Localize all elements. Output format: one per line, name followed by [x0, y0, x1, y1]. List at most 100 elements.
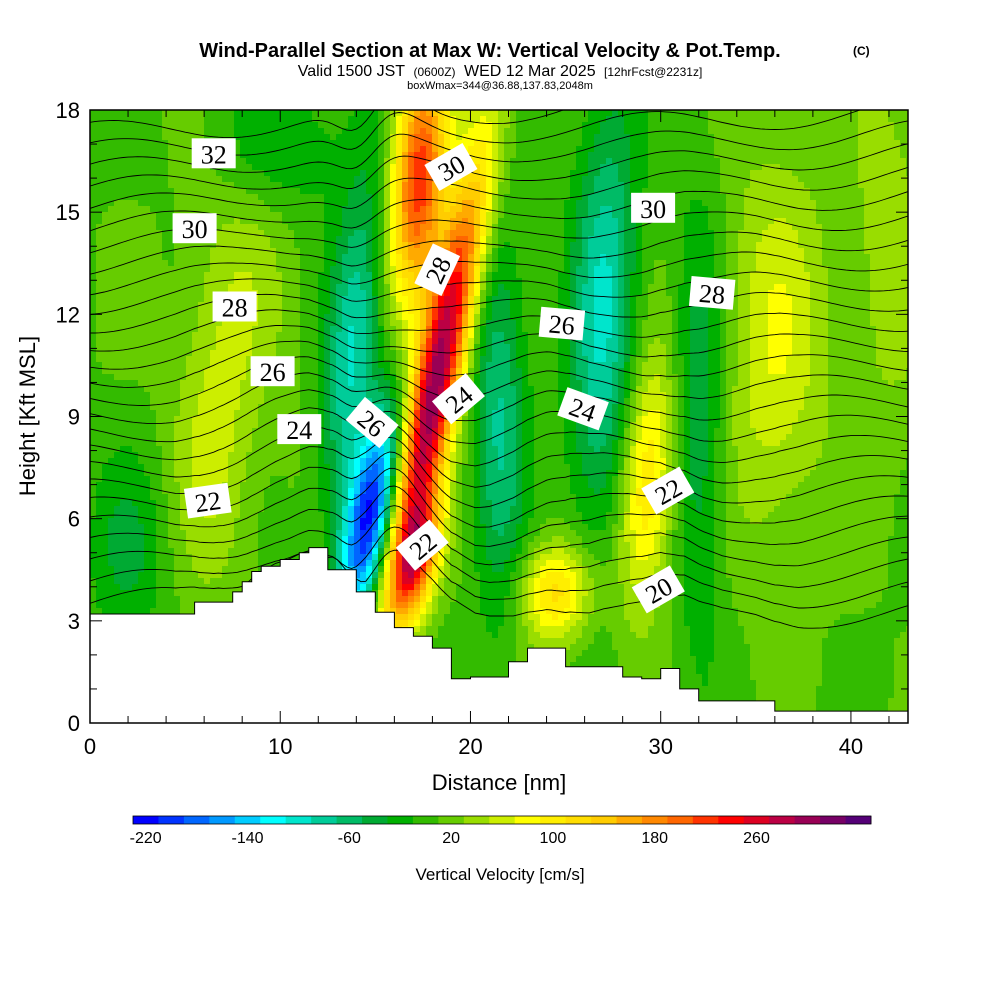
- w-field-cell: [450, 302, 457, 309]
- w-field-cell: [90, 212, 97, 219]
- w-field-cell: [102, 242, 109, 249]
- w-field-cell: [462, 248, 469, 255]
- w-field-cell: [564, 134, 571, 141]
- w-field-cell: [450, 296, 457, 303]
- w-field-cell: [816, 188, 823, 195]
- w-field-cell: [714, 194, 721, 201]
- w-field-cell: [330, 170, 337, 177]
- w-field-cell: [276, 134, 283, 141]
- w-field-cell: [180, 140, 187, 147]
- w-field-cell: [498, 116, 505, 123]
- w-field-cell: [306, 110, 313, 117]
- w-field-cell: [126, 218, 133, 225]
- w-field-cell: [444, 302, 451, 309]
- w-field-cell: [180, 182, 187, 189]
- w-field-cell: [306, 200, 313, 207]
- w-field-cell: [156, 290, 163, 297]
- w-field-cell: [330, 284, 337, 291]
- w-field-cell: [756, 230, 763, 237]
- w-field-cell: [588, 290, 595, 297]
- w-field-cell: [660, 110, 667, 117]
- w-field-cell: [630, 128, 637, 135]
- w-field-cell: [354, 320, 361, 327]
- w-field-cell: [684, 170, 691, 177]
- w-field-cell: [90, 302, 97, 309]
- w-field-cell: [786, 116, 793, 123]
- w-field-cell: [624, 116, 631, 123]
- w-field-cell: [666, 230, 673, 237]
- w-field-cell: [606, 272, 613, 279]
- w-field-cell: [132, 164, 139, 171]
- w-field-cell: [642, 242, 649, 249]
- w-field-cell: [690, 242, 697, 249]
- w-field-cell: [624, 164, 631, 171]
- w-field-cell: [600, 146, 607, 153]
- w-field-cell: [888, 152, 895, 159]
- w-field-cell: [534, 224, 541, 231]
- w-field-cell: [732, 254, 739, 261]
- w-field-cell: [654, 140, 661, 147]
- w-field-cell: [372, 116, 379, 123]
- w-field-cell: [822, 260, 829, 267]
- w-field-cell: [696, 182, 703, 189]
- w-field-cell: [492, 296, 499, 303]
- w-field-cell: [450, 248, 457, 255]
- w-field-cell: [216, 266, 223, 273]
- w-field-cell: [774, 206, 781, 213]
- w-field-cell: [192, 200, 199, 207]
- w-field-cell: [600, 218, 607, 225]
- w-field-cell: [366, 224, 373, 231]
- w-field-cell: [558, 176, 565, 183]
- w-field-cell: [432, 128, 439, 135]
- w-field-cell: [618, 200, 625, 207]
- w-field-cell: [486, 230, 493, 237]
- w-field-cell: [378, 176, 385, 183]
- w-field-cell: [516, 128, 523, 135]
- w-field-cell: [234, 254, 241, 261]
- w-field-cell: [630, 296, 637, 303]
- w-field-cell: [414, 308, 421, 315]
- w-field-cell: [594, 308, 601, 315]
- w-field-cell: [744, 128, 751, 135]
- w-field-cell: [588, 236, 595, 243]
- w-field-cell: [318, 206, 325, 213]
- w-field-cell: [816, 314, 823, 321]
- w-field-cell: [744, 182, 751, 189]
- w-field-cell: [108, 278, 115, 285]
- w-field-cell: [138, 188, 145, 195]
- w-field-cell: [180, 326, 187, 333]
- w-field-cell: [114, 212, 121, 219]
- w-field-cell: [624, 308, 631, 315]
- w-field-cell: [582, 218, 589, 225]
- w-field-cell: [354, 230, 361, 237]
- w-field-cell: [192, 278, 199, 285]
- w-field-cell: [222, 254, 229, 261]
- w-field-cell: [540, 212, 547, 219]
- w-field-cell: [822, 278, 829, 285]
- w-field-cell: [108, 314, 115, 321]
- w-field-cell: [864, 272, 871, 279]
- w-field-cell: [822, 170, 829, 177]
- w-field-cell: [108, 134, 115, 141]
- w-field-cell: [552, 140, 559, 147]
- w-field-cell: [582, 302, 589, 309]
- w-field-cell: [444, 308, 451, 315]
- w-field-cell: [894, 242, 901, 249]
- w-field-cell: [420, 200, 427, 207]
- w-field-cell: [756, 194, 763, 201]
- w-field-cell: [834, 236, 841, 243]
- w-field-cell: [168, 206, 175, 213]
- w-field-cell: [492, 260, 499, 267]
- w-field-cell: [402, 278, 409, 285]
- w-field-cell: [738, 176, 745, 183]
- w-field-cell: [804, 278, 811, 285]
- w-field-cell: [858, 284, 865, 291]
- w-field-cell: [90, 230, 97, 237]
- w-field-cell: [96, 308, 103, 315]
- w-field-cell: [822, 242, 829, 249]
- w-field-cell: [834, 134, 841, 141]
- w-field-cell: [378, 116, 385, 123]
- w-field-cell: [132, 200, 139, 207]
- w-field-cell: [276, 140, 283, 147]
- w-field-cell: [792, 194, 799, 201]
